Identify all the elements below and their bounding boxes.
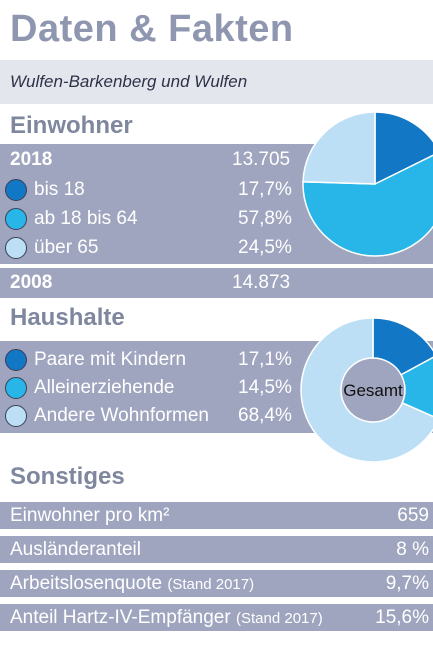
sonstiges-row: Arbeitslosenquote (Stand 2017) 9,7% <box>0 570 433 597</box>
haushalte-legend-item: Paare mit Kindern 17,1% <box>0 346 433 374</box>
year-2008-total: 14.873 <box>232 272 291 293</box>
legend-dot <box>5 208 27 230</box>
row-note: (Stand 2017) <box>235 610 323 627</box>
row-value: 15,6% <box>375 607 429 628</box>
einwohner-2008-row: 2008 14.873 <box>0 269 433 297</box>
row-label: Anteil Hartz-IV-Empfänger (Stand 2017) <box>10 607 323 629</box>
einwohner-legend-item: über 65 24,5% <box>0 234 433 262</box>
year-2018-total: 13.705 <box>232 149 291 170</box>
row-label: Arbeitslosenquote (Stand 2017) <box>10 573 254 595</box>
sonstiges-row: Anteil Hartz-IV-Empfänger (Stand 2017) 1… <box>0 604 433 631</box>
subtitle-bar: Wulfen-Barkenberg und Wulfen <box>0 60 433 104</box>
row-label-text: Arbeitslosenquote <box>10 573 163 594</box>
legend-label: Paare mit Kindern <box>34 349 187 370</box>
sonstiges-heading: Sonstiges <box>10 463 125 490</box>
legend-label: Alleinerziehende <box>34 377 175 398</box>
legend-value: 57,8% <box>238 208 292 229</box>
legend-value: 17,7% <box>238 179 292 200</box>
row-note: (Stand 2017) <box>167 576 255 593</box>
legend-value: 24,5% <box>238 237 292 258</box>
pie-slice-bis-18 <box>374 111 433 186</box>
row-value: 8 % <box>396 539 429 560</box>
legend-value: 17,1% <box>238 349 292 370</box>
pie-slice-über-65 <box>302 111 376 185</box>
pie-slice-andere-wohnformen <box>300 317 433 463</box>
haushalte-heading: Haushalte <box>10 304 125 331</box>
einwohner-pie-chart <box>302 111 433 257</box>
sonstiges-row: Ausländeranteil 8 % <box>0 536 433 563</box>
row-label: Ausländeranteil <box>10 539 141 561</box>
pie-slice-ab-18-bis-64 <box>302 154 433 257</box>
einwohner-2008-band <box>0 268 433 298</box>
row-label-text: Anteil Hartz-IV-Empfänger <box>10 607 231 628</box>
legend-dot <box>5 405 27 427</box>
row-label: Einwohner pro km² <box>10 505 169 527</box>
year-2008-label: 2008 <box>10 272 53 293</box>
einwohner-legend-item: bis 18 17,7% <box>0 176 433 204</box>
legend-dot <box>5 377 27 399</box>
legend-label: Andere Wohnformen <box>34 405 209 426</box>
subtitle: Wulfen-Barkenberg und Wulfen <box>10 72 248 91</box>
sonstiges-row: Einwohner pro km² 659 <box>0 502 433 529</box>
pie-slice-paare-mit-kindern <box>372 317 433 376</box>
legend-dot <box>5 179 27 201</box>
legend-dot <box>5 349 27 371</box>
legend-label: bis 18 <box>34 179 85 200</box>
haushalte-legend-item: Alleinerziehende 14,5% <box>0 374 433 402</box>
einwohner-2018-row: 2018 13.705 <box>0 146 433 174</box>
einwohner-legend-item: ab 18 bis 64 57,8% <box>0 205 433 233</box>
pie-slice-alleinerziehende <box>400 356 433 418</box>
legend-value: 14,5% <box>238 377 292 398</box>
legend-dot <box>5 237 27 259</box>
row-value: 9,7% <box>385 573 429 594</box>
legend-value: 68,4% <box>238 405 292 426</box>
haushalte-donut-chart: Gesamt <box>300 317 433 463</box>
page-title: Daten & Fakten <box>10 8 294 50</box>
haushalte-legend-item: Andere Wohnformen 68,4% <box>0 402 433 430</box>
legend-label: über 65 <box>34 237 99 258</box>
donut-center-label: Gesamt <box>343 381 403 400</box>
einwohner-heading: Einwohner <box>10 112 133 139</box>
row-value: 659 <box>397 505 429 526</box>
year-2018-label: 2018 <box>10 149 53 170</box>
row-label-text: Einwohner pro km² <box>10 505 170 526</box>
row-label-text: Ausländeranteil <box>10 539 141 560</box>
legend-label: ab 18 bis 64 <box>34 208 138 229</box>
